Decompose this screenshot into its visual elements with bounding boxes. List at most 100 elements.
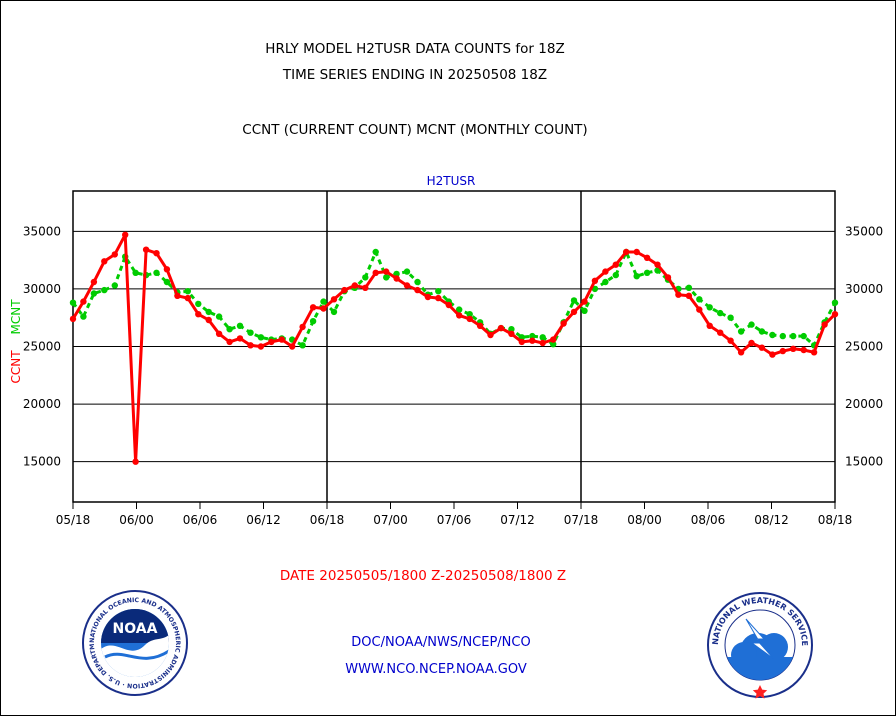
data-point-ccnt (299, 323, 306, 331)
data-point-ccnt (69, 315, 77, 323)
data-point-ccnt (476, 322, 484, 329)
website-link[interactable]: WWW.NCO.NCEP.NOAA.GOV (345, 662, 527, 677)
data-point-mcnt (372, 248, 379, 256)
data-point-mcnt (508, 326, 515, 333)
data-point-ccnt (769, 351, 776, 358)
data-point-ccnt (153, 250, 160, 257)
data-point-mcnt (685, 284, 693, 291)
x-tick-label: 07/06 (437, 513, 472, 527)
data-point-mcnt (800, 332, 807, 340)
data-point-ccnt (372, 269, 379, 276)
data-point-ccnt (383, 268, 390, 275)
data-point-mcnt (226, 326, 233, 333)
panel-title: H2TUSR (427, 174, 476, 188)
y-tick-label-left: 30000 (23, 282, 61, 296)
data-point-ccnt (727, 337, 734, 344)
data-point-mcnt (727, 314, 734, 321)
data-point-mcnt (69, 299, 77, 306)
data-point-mcnt (111, 282, 119, 289)
data-point-ccnt (748, 339, 755, 347)
x-tick-label: 05/18 (56, 513, 91, 527)
nws-star-icon (752, 685, 768, 699)
data-point-ccnt (602, 268, 609, 275)
data-point-ccnt (529, 337, 536, 344)
data-point-ccnt (320, 305, 327, 312)
y-tick-label-left: 25000 (23, 340, 61, 354)
data-point-ccnt (550, 336, 557, 343)
data-point-ccnt (351, 282, 358, 289)
x-tick-label: 06/00 (119, 513, 154, 527)
data-point-ccnt (101, 258, 108, 265)
data-point-ccnt (142, 246, 150, 253)
y-tick-label-right: 30000 (845, 282, 883, 296)
data-point-mcnt (529, 332, 536, 340)
x-tick-label: 08/00 (627, 513, 662, 527)
data-point-ccnt (132, 458, 139, 465)
data-point-mcnt (299, 342, 306, 349)
data-point-mcnt (393, 270, 400, 278)
data-point-mcnt (205, 308, 212, 316)
data-point-mcnt (195, 300, 202, 308)
data-point-ccnt (111, 251, 119, 258)
data-point-mcnt (320, 298, 327, 305)
data-point-mcnt (790, 332, 797, 340)
data-point-mcnt (539, 334, 546, 341)
data-point-ccnt (800, 346, 807, 354)
data-point-mcnt (383, 274, 390, 281)
data-point-ccnt (341, 286, 348, 294)
data-point-mcnt (581, 307, 588, 314)
data-point-ccnt (508, 330, 515, 337)
data-point-ccnt (90, 278, 98, 286)
y-axis-label-mcnt: MCNT (9, 299, 23, 335)
data-point-mcnt (737, 328, 745, 335)
data-point-mcnt (769, 331, 776, 339)
x-tick-label: 06/06 (183, 513, 218, 527)
data-point-mcnt (132, 269, 139, 276)
data-point-mcnt (163, 278, 171, 286)
data-point-ccnt (539, 339, 546, 347)
data-point-ccnt (215, 330, 223, 337)
data-point-ccnt (633, 248, 640, 256)
data-point-ccnt (790, 345, 797, 352)
plot-border (72, 190, 836, 503)
data-point-mcnt (309, 318, 317, 325)
data-point-ccnt (570, 308, 578, 316)
data-point-ccnt (278, 336, 285, 343)
data-point-mcnt (748, 321, 755, 328)
y-tick-label-left: 20000 (23, 397, 61, 411)
y-tick-label-left: 35000 (23, 224, 61, 238)
data-point-ccnt (174, 292, 181, 299)
y-tick-label-right: 25000 (845, 340, 883, 354)
series-line-ccnt (71, 233, 837, 464)
data-point-mcnt (602, 278, 609, 286)
data-point-ccnt (497, 324, 505, 332)
data-point-ccnt (518, 338, 525, 346)
data-point-ccnt (205, 316, 212, 324)
data-point-ccnt (435, 294, 442, 302)
data-point-ccnt (247, 342, 254, 349)
data-point-ccnt (414, 286, 421, 294)
data-point-mcnt (696, 296, 703, 303)
data-point-ccnt (195, 311, 202, 318)
data-point-ccnt (80, 298, 87, 305)
noaa-logo-text: NOAA (113, 621, 158, 637)
data-point-mcnt (466, 311, 473, 318)
chart-title-line1: HRLY MODEL H2TUSR DATA COUNTS for 18Z (265, 41, 564, 57)
data-point-ccnt (581, 298, 588, 305)
data-point-ccnt (122, 231, 129, 238)
y-tick-label-right: 35000 (845, 224, 883, 238)
x-tick-label: 06/18 (310, 513, 345, 527)
x-tick-label: 07/12 (500, 513, 535, 527)
data-point-ccnt (403, 282, 411, 289)
data-point-mcnt (362, 274, 369, 281)
data-point-ccnt (330, 296, 338, 303)
data-point-ccnt (737, 349, 745, 356)
x-tick-label: 08/12 (754, 513, 789, 527)
data-point-ccnt (309, 304, 317, 311)
data-point-ccnt (810, 349, 818, 356)
data-point-ccnt (612, 261, 619, 268)
data-point-ccnt (289, 343, 296, 350)
data-point-mcnt (414, 278, 421, 286)
